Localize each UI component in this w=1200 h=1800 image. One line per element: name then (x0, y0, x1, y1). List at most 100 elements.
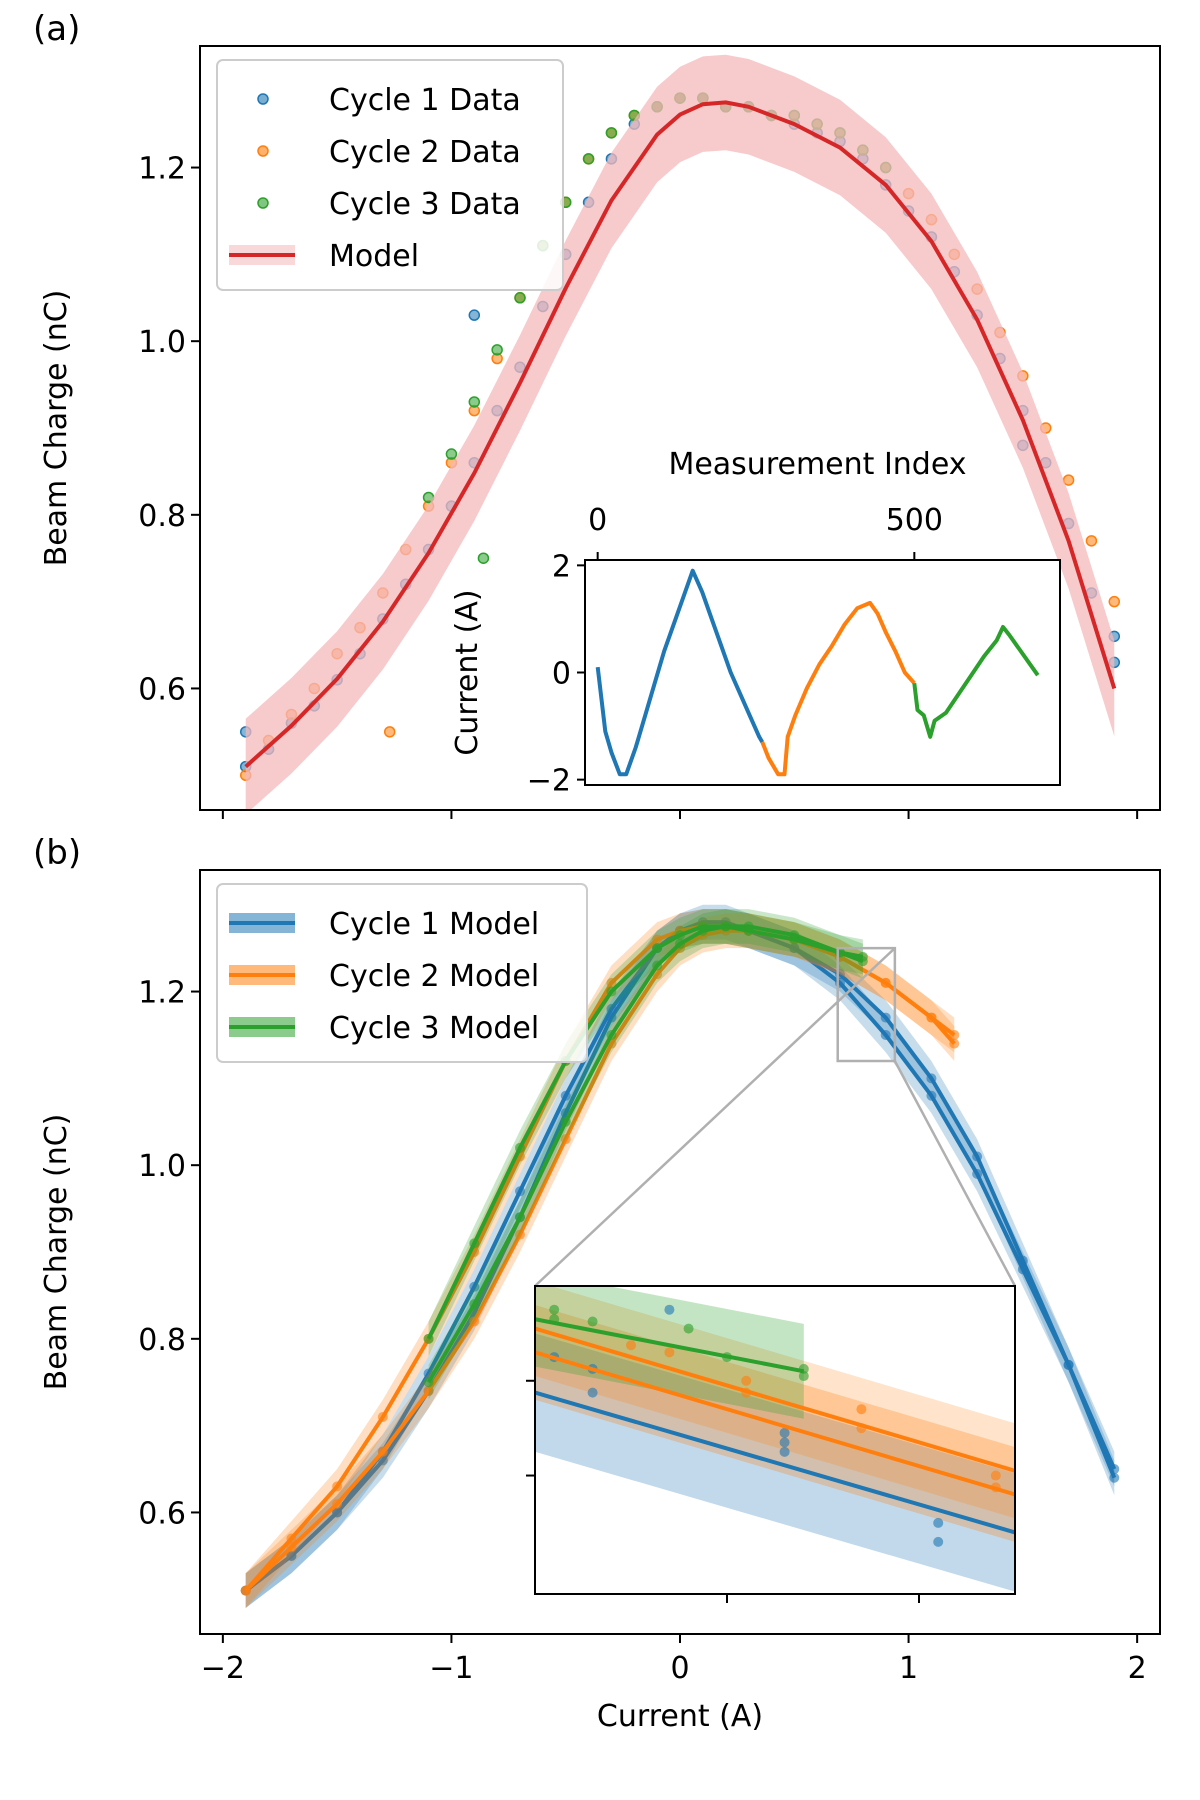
panel-b-legend-label: Cycle 2 Model (329, 959, 539, 994)
panel-b-series-2-point (652, 934, 663, 945)
panel-b-xtick-label: 2 (1128, 1651, 1147, 1686)
panel-b-series-2-point (606, 977, 617, 988)
panel-b-series-1-point (972, 1168, 983, 1179)
panel-b-series-3-point (423, 1377, 434, 1388)
panel-b-series-1-point (286, 1550, 297, 1561)
panel-b-series-3-point (675, 930, 685, 941)
zoom-connector-right (893, 1060, 1017, 1287)
panel-b-series-3-point (697, 921, 708, 932)
inset-b-series-2-point (626, 1340, 636, 1351)
inset-b-series-3-point (549, 1314, 560, 1325)
panel-b-ylabel: Beam Charge (nC) (39, 1114, 74, 1391)
inset-a-series-3-line (912, 625, 1040, 739)
inset-b-series-1-point (779, 1427, 790, 1438)
inset-a-ytick-label: 2 (552, 549, 571, 584)
panel-b-series-1-point (1017, 1264, 1028, 1275)
panel-b-ytick-label: 1.2 (138, 976, 186, 1011)
panel-b-xlabel: Current (A) (597, 1699, 763, 1734)
panel-b-series-1-point (560, 1090, 571, 1101)
panel-b-series-1-point (606, 1003, 617, 1014)
inset-a-xtick-label: 0 (588, 503, 607, 538)
panel-a-series-2-point (1108, 595, 1121, 608)
panel-b-series-3-point (720, 921, 731, 932)
panel-b-series-1-point (789, 943, 800, 954)
panel-a-plot-area (239, 54, 1121, 810)
panel-b-series-3-point (789, 934, 800, 945)
panel-b-series-2-point (377, 1411, 388, 1422)
panel-b-ytick-label: 0.8 (138, 1323, 186, 1358)
panel-b-series-1-point (926, 1073, 937, 1084)
panel-b-series-2-point (949, 1038, 960, 1049)
panel-a-legend-label: Cycle 2 Data (329, 135, 521, 170)
inset-b-series-1-point (779, 1446, 790, 1457)
panel-a-series-3-point (514, 292, 526, 304)
inset-b-series-3-point (549, 1304, 560, 1315)
panel-b-series-3-point (606, 986, 617, 997)
panel-b-series-3-point (652, 943, 663, 954)
panel-a-legend-marker (257, 197, 269, 209)
panel-a-legend-label: Cycle 1 Data (329, 83, 521, 118)
panel-b-series-3-point (743, 925, 754, 936)
panel-b-series-3-point (675, 938, 685, 949)
panel-b-series-2-point (423, 1385, 434, 1396)
panel-b-series-1-point (515, 1186, 525, 1197)
panel-b-series-2-point (926, 1012, 937, 1023)
panel-b-series-3-point (560, 1116, 571, 1127)
panel-b-series-1-point (880, 1029, 891, 1040)
inset-b-series-2-point (741, 1375, 752, 1386)
panel-b-series-2-point (332, 1498, 343, 1509)
inset-a-frame (584, 559, 1061, 786)
panel-b-series-2-point (880, 977, 891, 988)
panel-b-series-3-point (469, 1238, 480, 1249)
panel-a-series-3-point (582, 153, 595, 165)
panel-a-ylabel: Beam Charge (nC) (39, 290, 74, 567)
panel-a-series-1-point (468, 309, 481, 321)
panel-b-series-3-point (857, 951, 868, 962)
panel-b-label: (b) (33, 833, 81, 873)
panel-b-xtick-label: −1 (429, 1651, 473, 1686)
inset-a-series-2-line (760, 600, 916, 777)
panel-a-ytick-label: 0.6 (138, 672, 186, 707)
panel-a-legend-marker (257, 93, 269, 105)
panel-a-series-4-line (244, 100, 1117, 769)
inset-b-series-2-line (535, 1350, 1015, 1497)
panel-b-series-1-line-2 (244, 920, 1117, 1593)
panel-b-series-2-point (949, 1029, 960, 1040)
panel-b-series-2-point (377, 1446, 388, 1457)
inset-a-ytick-label: 0 (552, 657, 571, 692)
panel-a-series-3-point (468, 396, 481, 408)
inset-a-xlabel: Measurement Index (668, 447, 966, 482)
panel-b-series-1-point (1109, 1464, 1120, 1475)
panel-a-series-3-point (445, 448, 458, 460)
panel-b-series-2-point (515, 1229, 525, 1240)
panel-a-legend-label: Model (329, 239, 419, 274)
panel-b-series-2-point (560, 1134, 571, 1145)
panel-b-series-3-point (515, 1142, 525, 1153)
panel-b-series-1-point (926, 1090, 937, 1101)
panel-b-ytick-label: 1.0 (138, 1149, 186, 1184)
panel-a-series-3-point (605, 127, 618, 139)
panel-a-legend-box (216, 59, 564, 291)
panel-b-legend-label: Cycle 1 Model (329, 907, 539, 942)
panel-b-series-3-point (469, 1299, 480, 1310)
zoom-connector-left (534, 947, 896, 1287)
panel-b-series-2-point (286, 1533, 297, 1544)
inset-b-plot-area (535, 1286, 1015, 1592)
inset-b-series-3-point (798, 1371, 809, 1382)
panel-a-series-3-point (491, 344, 503, 356)
inset-b-series-2-point (990, 1470, 1001, 1481)
inset-a-xtick-label: 500 (886, 503, 943, 538)
panel-b-ytick-label: 0.6 (138, 1496, 186, 1531)
panel-b-series-1-point (1063, 1359, 1074, 1370)
panel-b-series-1-point (332, 1507, 343, 1518)
panel-b-series-3-point (515, 1212, 525, 1223)
inset-b-series-1-line (535, 1390, 1015, 1535)
inset-a-ylabel: Current (A) (450, 589, 485, 755)
inset-b-series-1-point (587, 1387, 598, 1398)
panel-b-legend-box (216, 883, 588, 1063)
panel-b-series-1-point (880, 1012, 891, 1023)
panel-b-series-1-point (377, 1455, 388, 1466)
inset-b-series-1-point (933, 1517, 944, 1528)
inset-b-series-3-point (798, 1363, 809, 1374)
